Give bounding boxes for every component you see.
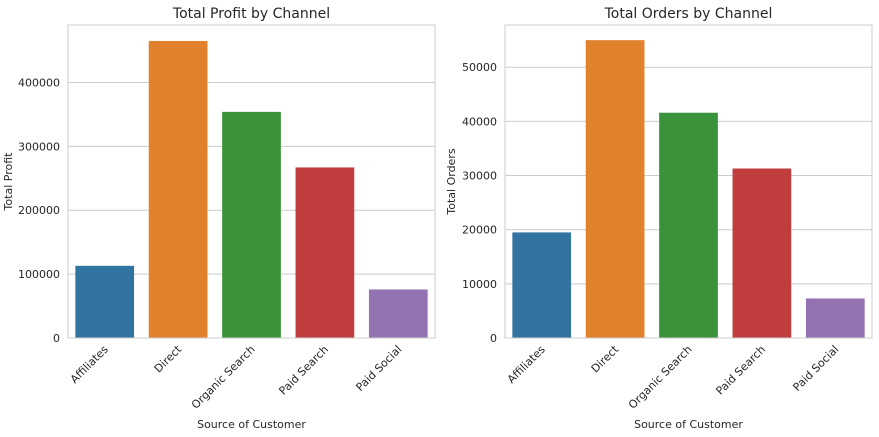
profit-chart: 0 100000 200000 300000 400000 Affiliates Direc…: [2, 6, 436, 431]
orders-x-axis-label: Source of Customer: [634, 418, 743, 431]
profit-x-tick-label: Organic Search: [189, 343, 258, 412]
orders-chart: 0 10000 20000 30000 40000 50000 Affiliates Dire…: [445, 6, 873, 431]
orders-bar-paid-social: [805, 298, 865, 338]
profit-bar-paid-search: [295, 167, 355, 338]
profit-x-tick-label: Affiliates: [68, 343, 111, 386]
orders-x-tick-label: Affiliates: [505, 343, 548, 386]
profit-x-tick-label: Direct: [152, 342, 185, 375]
profit-y-tick-label: 200000: [18, 204, 60, 217]
profit-bar-paid-social: [368, 289, 428, 338]
profit-bar-direct: [148, 40, 208, 338]
profit-y-axis-label: Total Profit: [2, 152, 15, 212]
orders-bar-direct: [585, 40, 645, 338]
profit-chart-title: Total Profit by Channel: [172, 6, 330, 22]
orders-y-tick-label: 0: [490, 332, 497, 345]
profit-x-tick-label: Paid Social: [353, 343, 404, 394]
profit-y-tick-label: 0: [53, 332, 60, 345]
orders-bar-affiliates: [512, 232, 572, 338]
orders-bar-paid-search: [732, 168, 792, 338]
profit-y-tick-label: 400000: [18, 76, 60, 89]
profit-y-tick-label: 300000: [18, 140, 60, 153]
orders-plot-frame: [504, 24, 873, 339]
profit-bar-affiliates: [75, 265, 135, 338]
orders-y-tick-label: 30000: [462, 170, 497, 183]
orders-x-tick-label: Organic Search: [626, 343, 695, 412]
orders-x-tick-label: Paid Social: [790, 343, 841, 394]
orders-y-tick-label: 10000: [462, 278, 497, 291]
orders-bar-organic-search: [659, 112, 718, 338]
profit-y-tick-label: 100000: [18, 268, 60, 281]
orders-chart-title: Total Orders by Channel: [604, 6, 773, 22]
orders-y-tick-label: 40000: [462, 115, 497, 128]
profit-x-axis-label: Source of Customer: [197, 418, 306, 431]
orders-y-tick-label: 20000: [462, 224, 497, 237]
orders-x-tick-label: Direct: [589, 342, 622, 375]
profit-plot-frame: [67, 24, 436, 339]
orders-x-tick-label: Paid Search: [713, 343, 768, 398]
orders-y-axis-label: Total Orders: [445, 148, 458, 215]
profit-x-tick-label: Paid Search: [276, 343, 331, 398]
orders-y-tick-label: 50000: [462, 61, 497, 74]
profit-bar-organic-search: [222, 111, 281, 338]
